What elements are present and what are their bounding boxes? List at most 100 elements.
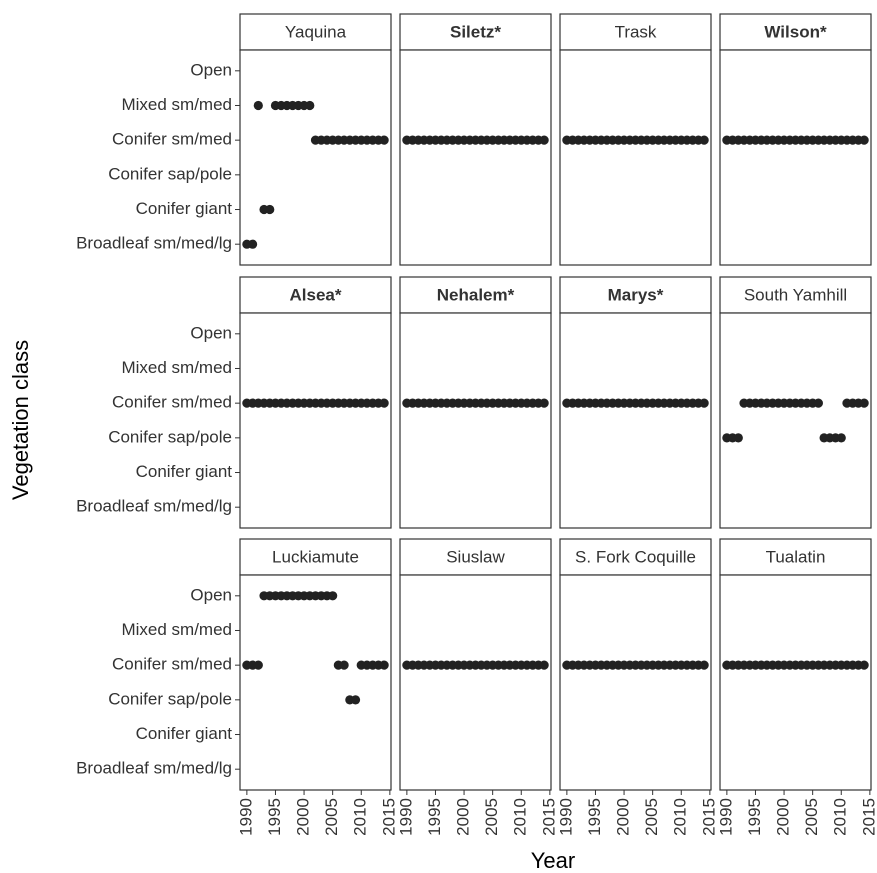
panel bbox=[399, 49, 552, 266]
x-tick-label: 2000 bbox=[614, 798, 633, 836]
y-tick-label: Conifer giant bbox=[136, 462, 233, 481]
strip bbox=[719, 13, 872, 51]
panel-title: Trask bbox=[615, 22, 657, 41]
x-tick-label: 1990 bbox=[716, 798, 735, 836]
y-tick-label: Broadleaf sm/med/lg bbox=[76, 497, 232, 516]
y-tick-label: Broadleaf sm/med/lg bbox=[76, 759, 232, 778]
y-tick-label: Conifer sap/pole bbox=[108, 689, 232, 708]
panel bbox=[719, 312, 872, 529]
dot bbox=[813, 398, 823, 408]
dot bbox=[305, 100, 315, 111]
dot bbox=[539, 660, 549, 670]
y-tick-label: Conifer giant bbox=[136, 199, 233, 218]
strip bbox=[239, 538, 392, 576]
dot bbox=[733, 433, 743, 443]
x-tick-label: 2005 bbox=[482, 798, 501, 836]
strip bbox=[239, 13, 392, 51]
dot bbox=[539, 135, 549, 145]
y-tick-label: Conifer sap/pole bbox=[108, 427, 232, 446]
y-tick-label: Conifer sap/pole bbox=[108, 164, 232, 183]
x-tick-label: 2010 bbox=[511, 798, 530, 836]
panel bbox=[559, 49, 712, 266]
panel bbox=[399, 574, 552, 791]
y-tick-label: Open bbox=[190, 60, 232, 79]
x-tick-label: 2015 bbox=[859, 798, 877, 836]
panel-title: Yaquina bbox=[285, 22, 347, 41]
panel bbox=[239, 574, 392, 791]
x-axis-title: Year bbox=[531, 848, 575, 873]
x-tick-label: 1990 bbox=[396, 798, 415, 836]
dot bbox=[339, 660, 349, 670]
dot bbox=[350, 695, 361, 705]
panel bbox=[239, 49, 392, 266]
x-tick-label: 1995 bbox=[265, 798, 284, 836]
x-tick-label: 2010 bbox=[671, 798, 690, 836]
dot bbox=[699, 660, 709, 670]
x-tick-label: 2015 bbox=[539, 798, 558, 836]
strip bbox=[719, 538, 872, 576]
dot bbox=[328, 591, 338, 601]
y-axis-title: Vegetation class bbox=[8, 340, 33, 500]
y-tick-label: Mixed sm/med bbox=[121, 95, 232, 114]
dot bbox=[379, 135, 389, 145]
x-tick-label: 2015 bbox=[379, 798, 398, 836]
strip bbox=[399, 13, 552, 51]
x-tick-label: 2010 bbox=[351, 798, 370, 836]
strip bbox=[399, 538, 552, 576]
dot bbox=[699, 135, 709, 145]
panel-title: Wilson* bbox=[764, 22, 827, 41]
y-tick-label: Conifer sm/med bbox=[112, 130, 232, 149]
y-tick-label: Open bbox=[190, 585, 232, 604]
panel bbox=[719, 49, 872, 266]
panel-title: Alsea* bbox=[290, 285, 342, 304]
x-tick-label: 1995 bbox=[745, 798, 764, 836]
panel-title: S. Fork Coquille bbox=[575, 547, 696, 566]
dot bbox=[699, 398, 709, 408]
x-tick-label: 2005 bbox=[802, 798, 821, 836]
x-tick-label: 2005 bbox=[642, 798, 661, 836]
panel-title: Tualatin bbox=[766, 547, 826, 566]
strip bbox=[399, 276, 552, 314]
y-tick-label: Conifer sm/med bbox=[112, 655, 232, 674]
dot bbox=[539, 398, 549, 408]
panel bbox=[559, 312, 712, 529]
y-tick-label: Open bbox=[190, 323, 232, 342]
dot bbox=[859, 135, 869, 145]
strip bbox=[559, 276, 712, 314]
x-tick-label: 2000 bbox=[454, 798, 473, 836]
panel-title: Siletz* bbox=[450, 22, 501, 41]
dot bbox=[253, 660, 263, 670]
y-tick-label: Conifer giant bbox=[136, 724, 233, 743]
x-tick-label: 2005 bbox=[322, 798, 341, 836]
y-tick-label: Mixed sm/med bbox=[121, 358, 232, 377]
strip bbox=[559, 13, 712, 51]
y-tick-label: Broadleaf sm/med/lg bbox=[76, 234, 232, 253]
y-tick-label: Conifer sm/med bbox=[112, 393, 232, 412]
x-tick-label: 1995 bbox=[425, 798, 444, 836]
dot bbox=[859, 660, 869, 670]
panel-title: Marys* bbox=[608, 285, 664, 304]
x-tick-label: 2010 bbox=[831, 798, 850, 836]
x-tick-label: 2000 bbox=[774, 798, 793, 836]
x-tick-label: 1990 bbox=[236, 798, 255, 836]
strip bbox=[719, 276, 872, 314]
panel-title: Nehalem* bbox=[437, 285, 515, 304]
strip bbox=[239, 276, 392, 314]
panel bbox=[239, 312, 392, 529]
dot bbox=[379, 398, 389, 408]
panel bbox=[719, 574, 872, 791]
dot bbox=[836, 433, 846, 443]
x-tick-label: 2000 bbox=[294, 798, 313, 836]
dot bbox=[265, 204, 275, 215]
dot bbox=[253, 100, 263, 111]
panel-title: South Yamhill bbox=[744, 285, 847, 304]
x-tick-label: 1990 bbox=[556, 798, 575, 836]
y-tick-label: Mixed sm/med bbox=[121, 620, 232, 639]
panel-title: Siuslaw bbox=[446, 547, 505, 566]
dot bbox=[379, 660, 389, 670]
x-tick-label: 2015 bbox=[699, 798, 718, 836]
panel bbox=[559, 574, 712, 791]
dot bbox=[247, 239, 258, 249]
x-tick-label: 1995 bbox=[585, 798, 604, 836]
